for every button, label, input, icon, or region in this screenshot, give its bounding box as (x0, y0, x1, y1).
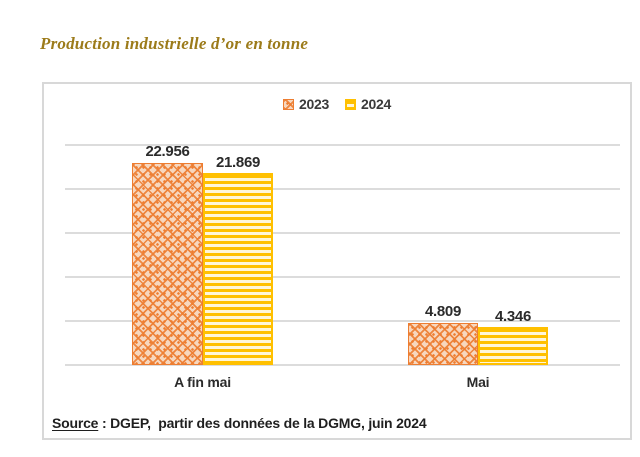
gridline-20 (65, 188, 620, 190)
category-label-a-fin-mai: A fin mai (174, 374, 231, 390)
bar-2023-mai: 4.809 (408, 303, 478, 365)
legend-swatch-2023-pattern-icon (283, 98, 295, 110)
gridline-15 (65, 232, 620, 234)
chart-title: Production industrielle d’or en tonne (40, 34, 309, 53)
legend-item-2023: 2023 (283, 96, 329, 112)
gridline-5 (65, 320, 620, 322)
bar-2024-mai: 4.346 (478, 308, 548, 365)
plot-area: 22.956 21.869 A fin mai 4.809 4.346 Mai (65, 143, 620, 390)
bar-group-mai: 4.809 4.346 Mai (408, 145, 548, 390)
source-note: Source : DGEP, partir des données de la … (52, 415, 427, 431)
bar-value-label: 22.956 (145, 143, 190, 160)
gridline-10 (65, 276, 620, 278)
bar-group-a-fin-mai: 22.956 21.869 A fin mai (132, 143, 273, 390)
bar-value-label: 4.346 (494, 307, 532, 325)
chart-legend: 2023 2024 (44, 96, 630, 112)
chart-frame: 2023 2024 22.956 21.869 A fin mai 4.809 (42, 82, 632, 440)
source-text: DGEP, partir des données de la DGMG, jui… (110, 415, 427, 431)
gridline-25 (65, 144, 620, 146)
axis-baseline (65, 364, 620, 366)
legend-label-2023: 2023 (299, 96, 329, 112)
source-word: Source (52, 415, 99, 431)
legend-label-2024: 2024 (361, 96, 391, 112)
bar-value-label: 21.869 (215, 153, 261, 171)
category-label-mai: Mai (466, 374, 490, 390)
bar-2024-a-fin-mai: 21.869 (203, 154, 273, 365)
legend-item-2024: 2024 (345, 96, 391, 112)
bar-value-label: 4.809 (424, 302, 462, 320)
legend-swatch-2024-pattern-icon (345, 98, 356, 110)
bar-2023-a-fin-mai: 22.956 (132, 143, 203, 365)
source-separator: : (98, 415, 111, 431)
